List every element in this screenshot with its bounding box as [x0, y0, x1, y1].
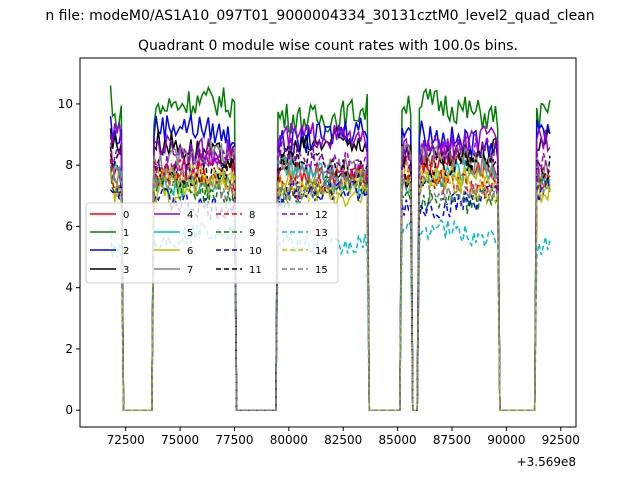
chart-title: Quadrant 0 module wise count rates with … — [138, 38, 518, 54]
legend-label-11: 11 — [249, 265, 262, 276]
x-tick-label: 80000 — [270, 433, 308, 447]
legend-label-13: 13 — [315, 228, 328, 239]
legend-label-9: 9 — [249, 228, 255, 239]
series-line-6 — [109, 163, 551, 411]
series-line-9 — [109, 171, 551, 411]
legend-label-14: 14 — [315, 246, 328, 257]
legend-label-1: 1 — [123, 228, 129, 239]
y-tick-label: 8 — [65, 158, 73, 172]
plot-area — [109, 85, 551, 411]
series-line-7 — [109, 140, 551, 411]
y-tick-label: 4 — [65, 281, 73, 295]
legend-label-6: 6 — [187, 246, 193, 257]
legend-label-15: 15 — [315, 265, 328, 276]
x-tick-label: 85000 — [379, 433, 417, 447]
x-tick-label: 77500 — [215, 433, 253, 447]
legend-label-0: 0 — [123, 210, 129, 221]
axes-frame — [79, 57, 577, 428]
legend-label-3: 3 — [123, 265, 129, 276]
legend-label-7: 7 — [187, 265, 193, 276]
legend-label-10: 10 — [249, 246, 262, 257]
legend-label-4: 4 — [187, 210, 193, 221]
x-offset-label: +3.569e8 — [517, 455, 576, 469]
x-tick-label: 92500 — [542, 433, 580, 447]
y-axis: 0 2 4 6 8 10 — [58, 97, 80, 417]
x-tick-label: 75000 — [161, 433, 199, 447]
y-tick-label: 0 — [65, 403, 73, 417]
series-line-15 — [109, 165, 551, 411]
x-tick-label: 90000 — [487, 433, 525, 447]
y-tick-label: 2 — [65, 342, 73, 356]
legend-label-8: 8 — [249, 210, 255, 221]
series-line-8 — [109, 159, 551, 411]
x-tick-label: 72500 — [107, 433, 145, 447]
series-line-11 — [109, 145, 551, 411]
series-line-12 — [109, 133, 551, 411]
legend-box — [85, 202, 339, 284]
x-tick-label: 87500 — [433, 433, 471, 447]
chart-suptitle: n file: modeM0/AS1A10_097T01_9000004334_… — [45, 8, 594, 24]
legend-label-2: 2 — [123, 246, 129, 257]
legend-label-12: 12 — [315, 210, 328, 221]
y-tick-label: 6 — [65, 219, 73, 233]
x-tick-label: 82500 — [324, 433, 362, 447]
legend-label-5: 5 — [187, 228, 193, 239]
x-axis: 72500 75000 77500 80000 82500 85000 87500 90000… — [107, 427, 580, 447]
y-tick-label: 10 — [58, 97, 73, 111]
series-line-10 — [109, 177, 551, 411]
